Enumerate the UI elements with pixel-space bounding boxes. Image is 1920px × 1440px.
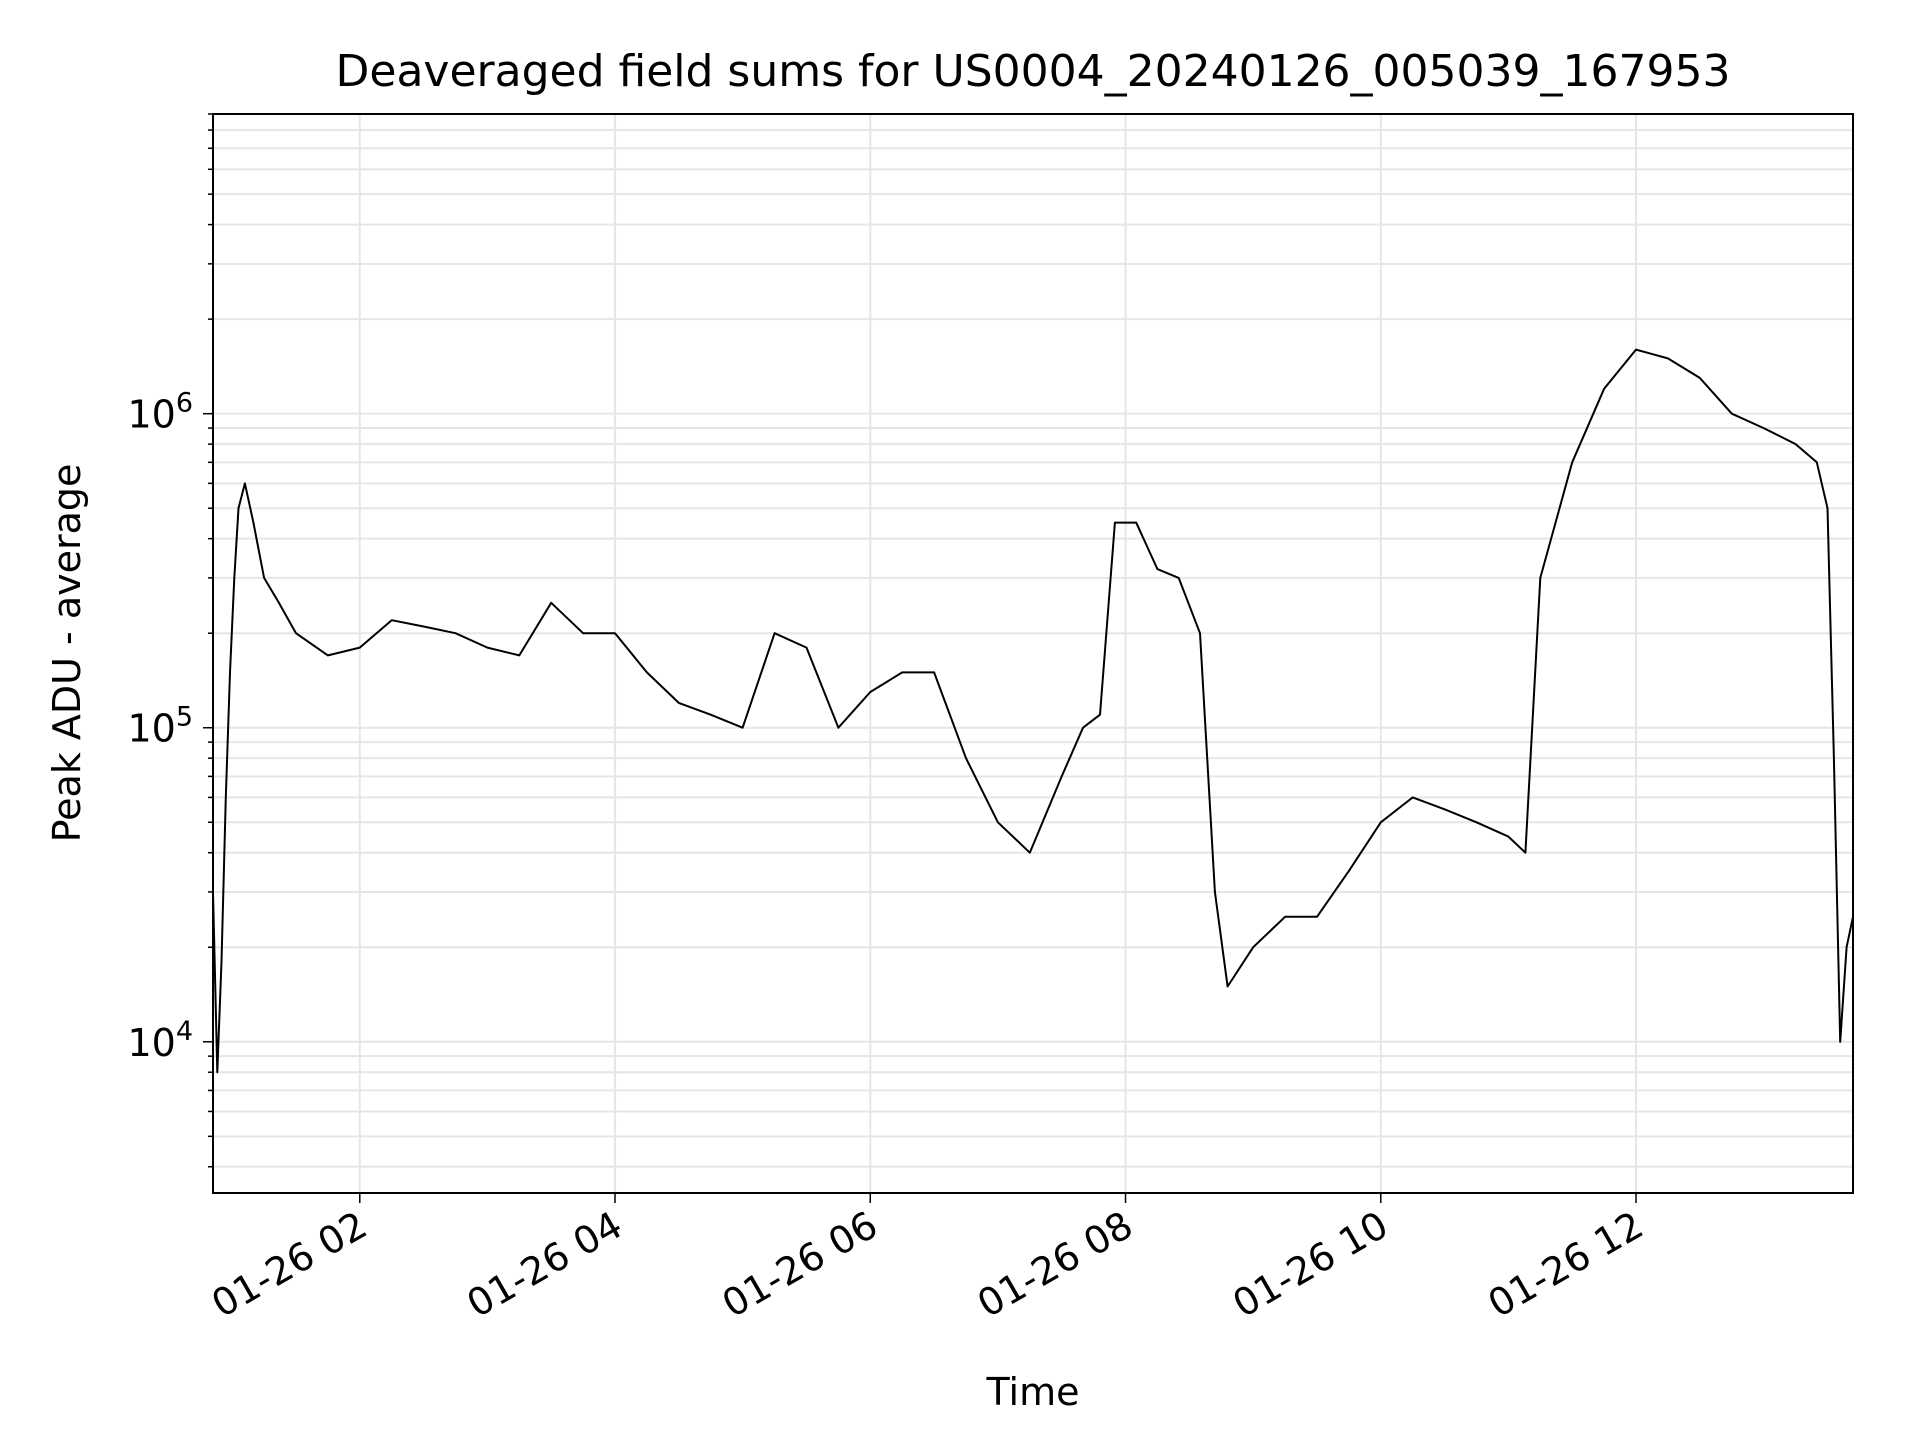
x-tick-label: 01-26 08 <box>970 1203 1140 1327</box>
plot-frame <box>212 113 1854 1194</box>
y-tick-label: 105 <box>127 702 193 751</box>
y-tick-label: 106 <box>127 388 193 437</box>
x-tick-label: 01-26 04 <box>460 1203 630 1327</box>
grid <box>213 113 1853 1193</box>
y-axis-label: Peak ADU - average <box>45 464 89 843</box>
x-tick-label: 01-26 10 <box>1225 1203 1395 1327</box>
tick-layer: 104 105 106 01-26 02 01-26 04 01-26 06 01-26 0… <box>127 113 1651 1327</box>
chart-title: Deaveraged field sums for US0004_2024012… <box>336 46 1731 97</box>
x-tick-label: 01-26 02 <box>204 1203 374 1327</box>
x-tick-label: 01-26 12 <box>1481 1203 1651 1327</box>
x-tick-label: 01-26 06 <box>715 1203 885 1327</box>
series-layer <box>212 348 1854 1074</box>
x-axis-label: Time <box>986 1370 1080 1414</box>
y-tick-label: 104 <box>127 1016 193 1065</box>
series-line <box>212 348 1854 1074</box>
